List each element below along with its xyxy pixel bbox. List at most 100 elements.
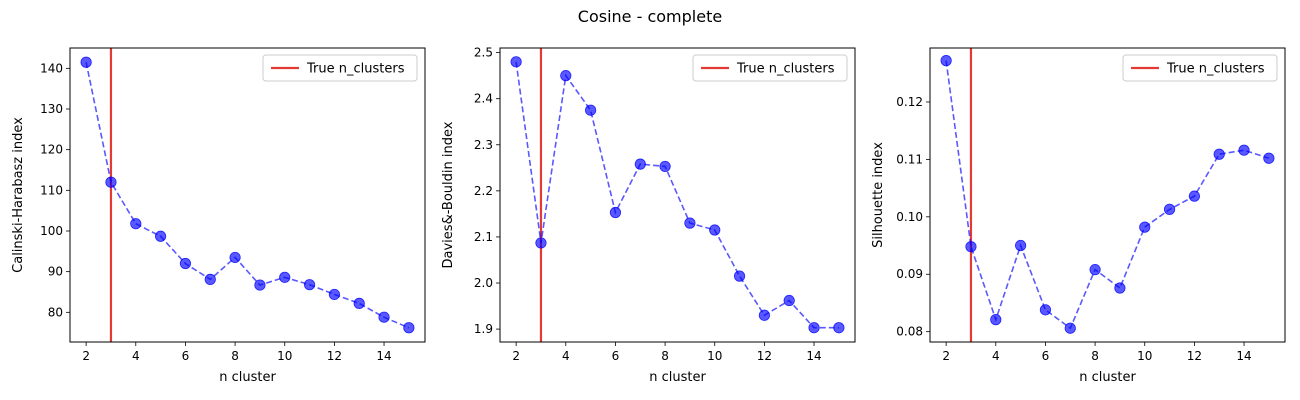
legend: True n_clusters [262, 54, 418, 82]
x-tick-label: 2 [82, 349, 90, 363]
x-tick-label: 10 [277, 349, 292, 363]
y-tick-label: 2.5 [474, 46, 493, 60]
x-tick-label: 4 [992, 349, 1000, 363]
x-tick-label: 14 [1236, 349, 1251, 363]
legend-box [692, 54, 848, 82]
series-line [945, 60, 1270, 330]
x-tick-label: 14 [806, 349, 821, 363]
axes-frame [929, 47, 1286, 343]
data-point [303, 279, 316, 291]
x-axis-label: n cluster [219, 370, 276, 385]
y-tick-label: 2.1 [474, 230, 493, 244]
data-point [1039, 304, 1052, 316]
x-tick-label: 6 [612, 349, 620, 363]
data-point [733, 270, 746, 282]
legend: True n_clusters [1122, 54, 1278, 82]
y-tick-label: 140 [40, 61, 63, 75]
data-point [1064, 322, 1076, 334]
series-line [85, 62, 410, 329]
y-tick-label: 130 [40, 102, 63, 116]
data-point [758, 309, 770, 321]
y-tick-label: 0.09 [896, 267, 923, 281]
data-point [378, 311, 390, 323]
x-tick-label: 12 [1187, 349, 1202, 363]
legend-label: True n_clusters [1166, 62, 1265, 77]
y-axis-label: Davies&-Bouldin index [441, 121, 456, 268]
subplot-2: 2 4 6 8 10 12 14 1.9 2.0 2.1 2.2 2.3 2.4 2.5 n cluster… [441, 46, 856, 385]
x-tick-label: 12 [327, 349, 342, 363]
data-point [783, 294, 795, 307]
data-point [179, 257, 192, 270]
data-point [1015, 239, 1027, 252]
data-point [659, 160, 671, 173]
data-point [254, 279, 266, 291]
series-line [515, 61, 839, 329]
y-axis-label: Silhouette index [871, 142, 886, 248]
y-tick-label: 120 [40, 143, 63, 157]
x-tick-label: 14 [376, 349, 391, 363]
x-axis-label: n cluster [1079, 370, 1136, 385]
data-point [535, 237, 547, 249]
x-tick-label: 2 [942, 349, 950, 363]
data-point [510, 56, 522, 68]
x-axis-label: n cluster [649, 370, 706, 385]
data-point [808, 322, 820, 334]
data-point [560, 70, 572, 82]
data-point [1263, 152, 1275, 164]
x-tick-label: 6 [182, 349, 190, 363]
y-tick-label: 0.10 [896, 210, 923, 224]
x-tick-label: 4 [562, 349, 570, 363]
y-tick-label: 2.3 [474, 138, 493, 152]
data-point [609, 206, 622, 219]
x-tick-label: 6 [1042, 349, 1050, 363]
data-point [80, 56, 92, 68]
y-tick-label: 2.0 [474, 276, 493, 290]
y-tick-label: 0.08 [896, 325, 923, 339]
y-tick-label: 110 [40, 183, 63, 197]
legend-label: True n_clusters [306, 62, 405, 77]
y-tick-label: 1.9 [474, 322, 493, 336]
data-point [130, 218, 142, 230]
y-tick-label: 0.11 [896, 152, 923, 166]
subplot-3: 2 4 6 8 10 12 14 0.08 0.09 0.10 0.11 0.12 n cluster S… [871, 47, 1286, 385]
data-point [965, 241, 977, 253]
x-tick-label: 8 [231, 349, 239, 363]
x-tick-label: 2 [512, 349, 520, 363]
data-point [155, 230, 167, 242]
data-point [1238, 144, 1250, 156]
x-tick-label: 12 [757, 349, 772, 363]
data-point [1089, 264, 1101, 276]
data-point [1163, 203, 1176, 215]
y-tick-label: 100 [40, 224, 63, 238]
data-point [204, 273, 216, 285]
data-point [1213, 148, 1225, 160]
data-point [709, 224, 721, 236]
data-point [940, 55, 952, 67]
subplot-1: 2 4 6 8 10 12 14 80 90 100 110 120 130 140 n cluster Ca… [11, 47, 426, 385]
data-point [1114, 282, 1126, 294]
data-point [229, 251, 241, 264]
legend-box [262, 54, 418, 82]
data-point [353, 297, 365, 309]
y-tick-label: 0.12 [896, 95, 923, 109]
axes-frame [69, 47, 426, 343]
subplots: 2 4 6 8 10 12 14 80 90 100 110 120 130 140 n cluster Ca… [11, 46, 1286, 385]
figure-title: Cosine - complete [578, 7, 722, 26]
x-tick-label: 8 [661, 349, 669, 363]
legend-box [1122, 54, 1278, 82]
data-point [1188, 190, 1200, 202]
data-point [585, 104, 597, 116]
data-point [684, 217, 696, 229]
y-tick-label: 80 [48, 305, 63, 319]
x-tick-label: 4 [132, 349, 140, 363]
data-point [634, 158, 646, 170]
x-tick-label: 8 [1091, 349, 1099, 363]
data-point [990, 314, 1002, 326]
y-tick-label: 2.2 [474, 184, 493, 198]
data-point [105, 176, 117, 188]
y-tick-label: 90 [48, 265, 63, 279]
y-tick-label: 2.4 [474, 92, 493, 106]
data-point [403, 322, 415, 334]
legend-label: True n_clusters [736, 62, 835, 77]
